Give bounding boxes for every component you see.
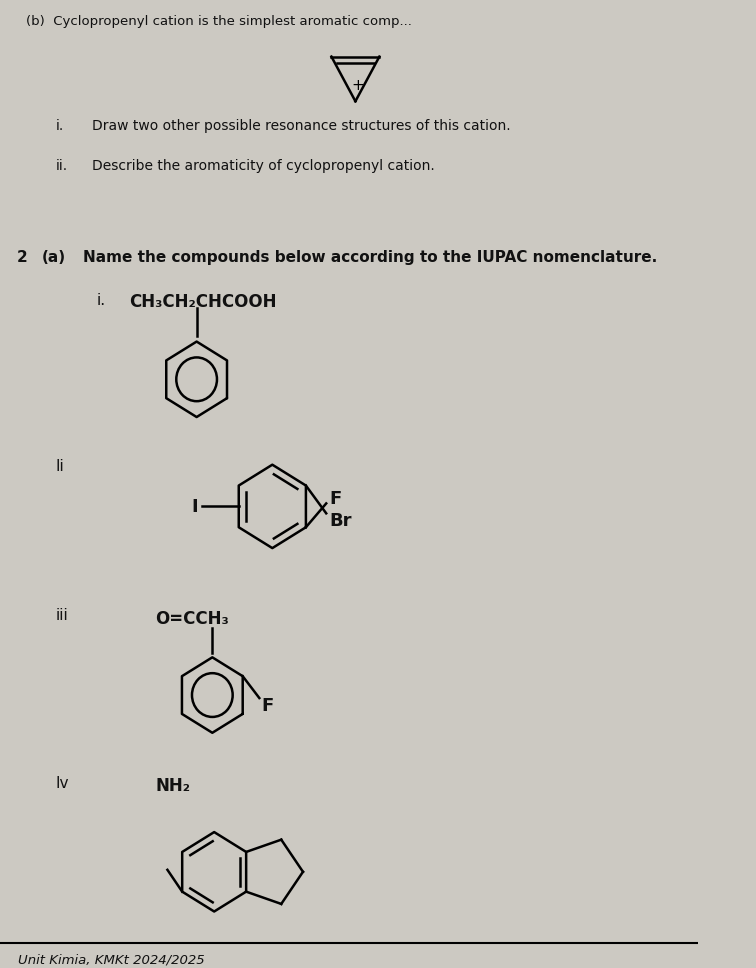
Text: I: I (191, 499, 198, 516)
Text: 2: 2 (17, 250, 27, 265)
Text: Name the compounds below according to the IUPAC nomenclature.: Name the compounds below according to th… (83, 250, 657, 265)
Text: +: + (352, 77, 364, 93)
Text: Iv: Iv (55, 776, 69, 792)
Text: (a): (a) (42, 250, 66, 265)
Text: O=CCH₃: O=CCH₃ (155, 610, 229, 627)
Text: F: F (329, 491, 341, 508)
Text: NH₂: NH₂ (155, 777, 190, 796)
Text: ii.: ii. (55, 159, 67, 173)
Text: (b)  Cyclopropenyl cation is the simplest aromatic comp...: (b) Cyclopropenyl cation is the simplest… (26, 15, 412, 28)
Text: Describe the aromaticity of cyclopropenyl cation.: Describe the aromaticity of cyclopropeny… (92, 159, 435, 173)
Text: Ii: Ii (55, 459, 64, 473)
Text: CH₃CH₂CHCOOH: CH₃CH₂CHCOOH (129, 293, 277, 311)
Text: i.: i. (55, 119, 64, 134)
Text: Br: Br (329, 512, 352, 530)
Text: F: F (261, 697, 274, 715)
Text: iii: iii (55, 608, 68, 622)
Text: Draw two other possible resonance structures of this cation.: Draw two other possible resonance struct… (92, 119, 511, 134)
Text: i.: i. (97, 293, 106, 308)
Text: Unit Kimia, KMKt 2024/2025: Unit Kimia, KMKt 2024/2025 (18, 953, 205, 966)
